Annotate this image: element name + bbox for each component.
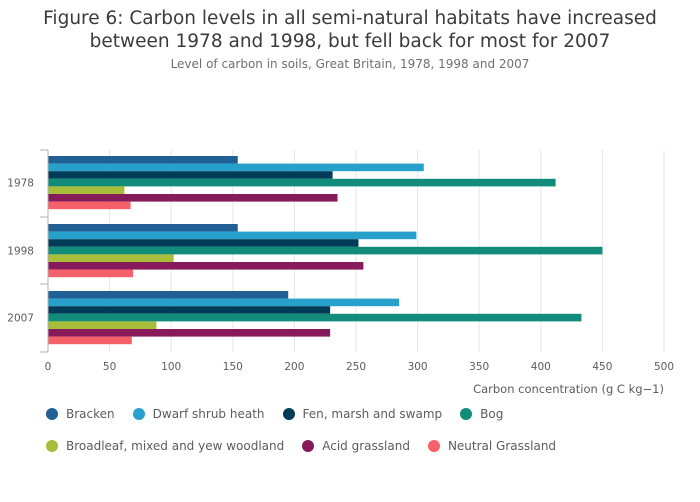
bar: [48, 246, 603, 255]
bar: [48, 306, 331, 314]
bar: [48, 262, 364, 270]
legend-label: Neutral Grassland: [447, 439, 557, 453]
bar: [48, 186, 125, 194]
legend-color-swatch: [460, 408, 473, 420]
bar: [48, 239, 359, 247]
bar: [48, 224, 238, 232]
axes: 0 50 100 150 200 250 300 350 400 450 500 1978 1998 20…: [7, 149, 674, 373]
legend-color-swatch: [302, 440, 315, 452]
bar: [48, 231, 417, 240]
legend: Bracken Dwarf shrub heath Fen, marsh and s…: [46, 405, 686, 455]
legend-label: Broadleaf, mixed and yew woodland: [66, 439, 285, 453]
bar: [48, 201, 131, 210]
x-axis-title: Carbon concentration (g C kg−1): [473, 382, 664, 396]
y-tick-label: 2007: [7, 313, 34, 325]
bar: [48, 269, 134, 278]
bar: [48, 313, 582, 322]
bar: [48, 329, 331, 337]
legend-item[interactable]: Bog: [460, 405, 503, 423]
bar: [48, 163, 424, 172]
legend-color-swatch: [46, 440, 58, 452]
x-tick-label: 100: [161, 361, 181, 373]
bar: [48, 336, 132, 345]
bar: [48, 254, 174, 262]
bars: [48, 156, 603, 345]
x-tick-label: 0: [45, 361, 52, 373]
x-tick-label: 50: [103, 361, 116, 373]
bar: [48, 171, 333, 179]
legend-label: Dwarf shrub heath: [152, 407, 265, 421]
legend-item[interactable]: Broadleaf, mixed and yew woodland: [46, 437, 284, 455]
x-tick-label: 300: [408, 361, 428, 373]
legend-color-swatch: [427, 440, 440, 452]
bar: [48, 194, 338, 202]
legend-color-swatch: [132, 408, 145, 420]
x-tick-label: 200: [284, 361, 304, 373]
x-tick-label: 150: [223, 361, 243, 373]
legend-color-swatch: [46, 408, 58, 420]
bar: [48, 321, 157, 329]
legend-item[interactable]: Bracken: [46, 405, 115, 423]
bar: [48, 298, 400, 307]
x-tick-label: 400: [531, 361, 551, 373]
x-tick-label: 450: [592, 361, 612, 373]
bar: [48, 291, 289, 299]
y-tick-label: 1998: [7, 246, 34, 258]
bar: [48, 178, 556, 187]
x-tick-label: 500: [654, 361, 674, 373]
legend-label: Bog: [480, 407, 504, 421]
bar: [48, 156, 238, 164]
legend-color-swatch: [282, 408, 295, 420]
x-tick-label: 350: [469, 361, 489, 373]
x-tick-label: 250: [346, 361, 366, 373]
legend-item[interactable]: Neutral Grassland: [427, 437, 557, 455]
legend-item[interactable]: Fen, marsh and swamp: [282, 405, 443, 423]
legend-item[interactable]: Acid grassland: [302, 437, 410, 455]
chart-subtitle: Level of carbon in soils, Great Britain,…: [170, 57, 530, 71]
legend-label: Bracken: [66, 407, 115, 421]
legend-item[interactable]: Dwarf shrub heath: [132, 405, 265, 423]
legend-label: Acid grassland: [322, 439, 410, 453]
y-tick-label: 1978: [7, 178, 34, 190]
chart-title: Figure 6: Carbon levels in all semi-natu…: [43, 8, 657, 52]
legend-label: Fen, marsh and swamp: [302, 407, 443, 421]
